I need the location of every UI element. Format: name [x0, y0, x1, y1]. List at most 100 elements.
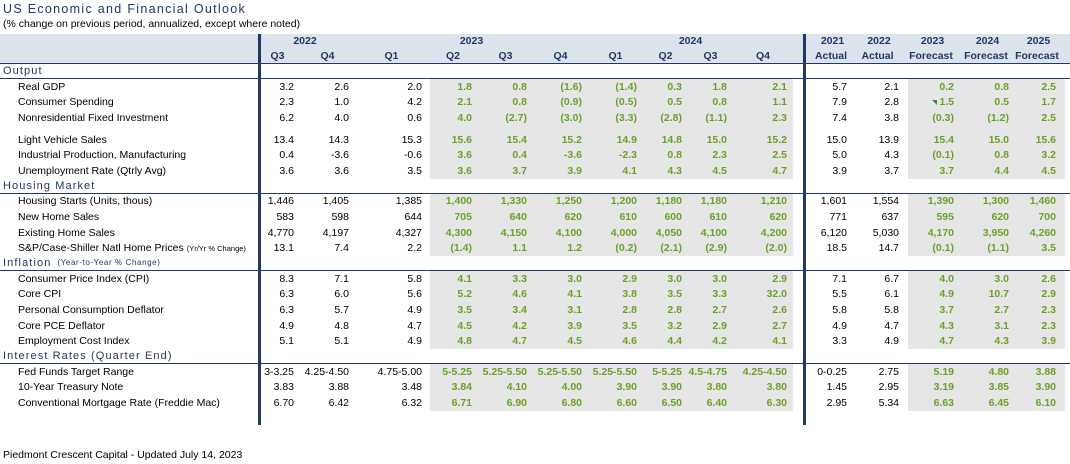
value-cell: 0.5 — [994, 96, 1009, 109]
value-cell: 4,170 — [927, 226, 954, 239]
value-cell: (2.0) — [765, 242, 787, 255]
row-label: New Home Sales — [18, 209, 254, 225]
value-cell: 5-5.25 — [442, 365, 472, 378]
value-cell: 1,385 — [395, 195, 422, 208]
value-cell: 13.9 — [878, 133, 899, 146]
shade-band — [430, 147, 793, 163]
cell-comment-marker — [932, 100, 937, 105]
report-subtitle: (% change on previous period, annualized… — [3, 18, 301, 30]
annual-year-header: 2022 — [867, 35, 891, 47]
value-cell: 5.6 — [407, 288, 422, 301]
quarter-header: Q3 — [703, 49, 718, 62]
shade-band — [908, 379, 1065, 396]
row-label: Unemployment Rate (Qtrly Avg) — [18, 163, 254, 179]
value-cell: 4.80 — [988, 365, 1009, 378]
row-label: Light Vehicle Sales — [18, 132, 254, 148]
value-cell: 4.4 — [667, 335, 682, 348]
row-label-text: Industrial Production, Manufacturing — [18, 149, 187, 162]
value-cell: 1,330 — [500, 195, 527, 208]
value-cell: 3.90 — [616, 381, 637, 394]
value-cell: 3.90 — [661, 381, 682, 394]
value-cell: 4,050 — [655, 226, 682, 239]
value-cell: 1.7 — [1041, 96, 1056, 109]
value-cell: 6.70 — [273, 396, 294, 409]
value-cell: 2.3 — [1041, 303, 1056, 316]
value-cell: 5.5 — [832, 288, 847, 301]
value-cell: 4.9 — [407, 335, 422, 348]
value-cell: 0.4 — [512, 149, 527, 162]
value-cell: 3.9 — [1041, 335, 1056, 348]
value-cell: 2.8 — [884, 96, 899, 109]
value-cell: 3.3 — [832, 335, 847, 348]
annual-type-header: Forecast — [964, 49, 1008, 62]
section-title: Inflation (Year-to-Year % Change) — [3, 256, 160, 270]
value-cell: (0.1) — [932, 149, 954, 162]
value-cell: (1.1) — [987, 242, 1009, 255]
value-cell: 0.2 — [939, 80, 954, 93]
value-cell: 15.0 — [706, 133, 727, 146]
value-cell: 2.9 — [1041, 288, 1056, 301]
value-cell: 4.0 — [939, 272, 954, 285]
shade-band — [430, 162, 793, 179]
table-row: Nonresidential Fixed Investment 6.2 4.0 0.6… — [0, 110, 1070, 126]
value-cell: (0.9) — [560, 96, 582, 109]
value-cell: 6.60 — [616, 396, 637, 409]
value-cell: 644 — [404, 210, 422, 223]
value-cell: 1.2 — [567, 242, 582, 255]
annual-type-header: Forecast — [909, 49, 953, 62]
shade-band — [908, 147, 1065, 163]
value-cell: 15.0 — [988, 133, 1009, 146]
value-cell: 2.6 — [1041, 272, 1056, 285]
row-label-text: Housing Starts (Units, thous) — [18, 195, 153, 208]
quarter-header: Q3 — [498, 49, 513, 62]
value-cell: 3.7 — [512, 164, 527, 177]
row-label-text: Core CPI — [18, 288, 62, 301]
shade-band — [908, 162, 1065, 179]
value-cell: 2.9 — [622, 272, 637, 285]
value-cell: 3.19 — [933, 381, 954, 394]
row-label: Fed Funds Target Range — [18, 364, 254, 380]
value-cell: 3.5 — [667, 288, 682, 301]
value-cell: 2.75 — [878, 365, 899, 378]
value-cell: (0.3) — [932, 111, 954, 124]
shade-band — [908, 79, 1065, 95]
section-name: Output — [3, 65, 43, 77]
value-cell: (2.1) — [660, 242, 682, 255]
value-cell: 4.4 — [994, 164, 1009, 177]
value-cell: 4.3 — [994, 335, 1009, 348]
table-row: Housing Starts (Units, thous) 1,446 1,405 1… — [0, 193, 1070, 210]
value-cell: 3.80 — [706, 381, 727, 394]
value-cell: 15.2 — [561, 133, 582, 146]
value-cell: 0.5 — [667, 96, 682, 109]
value-cell: 3.90 — [1035, 381, 1056, 394]
value-cell: 4.0 — [334, 111, 349, 124]
table-row: Consumer Spending 2.3 1.0 4.2 2.1 0.8 (0.9) (0.… — [0, 94, 1070, 111]
value-cell: 4.5 — [1041, 164, 1056, 177]
shade-band — [908, 333, 1065, 349]
table-row: Light Vehicle Sales 13.4 14.3 15.3 15.6 15.4 1… — [0, 131, 1070, 148]
value-cell: 4.10 — [506, 381, 527, 394]
value-cell: 3.88 — [1035, 365, 1056, 378]
shade-band — [908, 363, 1065, 380]
value-cell: (1.2) — [987, 111, 1009, 124]
spacer-row — [0, 125, 1070, 132]
value-cell: 4.5 — [712, 164, 727, 177]
year-2023-header: 2023 — [459, 35, 484, 47]
value-cell: 1.5 — [939, 96, 954, 109]
value-cell: 3.7 — [939, 164, 954, 177]
annual-year-header: 2024 — [975, 35, 1000, 47]
value-cell: 4.9 — [884, 335, 899, 348]
value-cell: 6.7 — [884, 272, 899, 285]
row-label-text: Nonresidential Fixed Investment — [18, 111, 168, 124]
row-label-text: Consumer Spending — [18, 96, 114, 109]
shade-band — [430, 286, 793, 303]
value-cell: 5.25-5.50 — [537, 365, 582, 378]
value-cell: 5,030 — [872, 226, 899, 239]
value-cell: 13.4 — [273, 133, 294, 146]
value-cell: 3.9 — [567, 164, 582, 177]
value-cell: 15.4 — [506, 133, 527, 146]
shade-band — [908, 131, 1065, 148]
value-cell: 14.7 — [878, 242, 899, 255]
value-cell: 4,327 — [395, 226, 422, 239]
value-cell: 6.40 — [706, 396, 727, 409]
